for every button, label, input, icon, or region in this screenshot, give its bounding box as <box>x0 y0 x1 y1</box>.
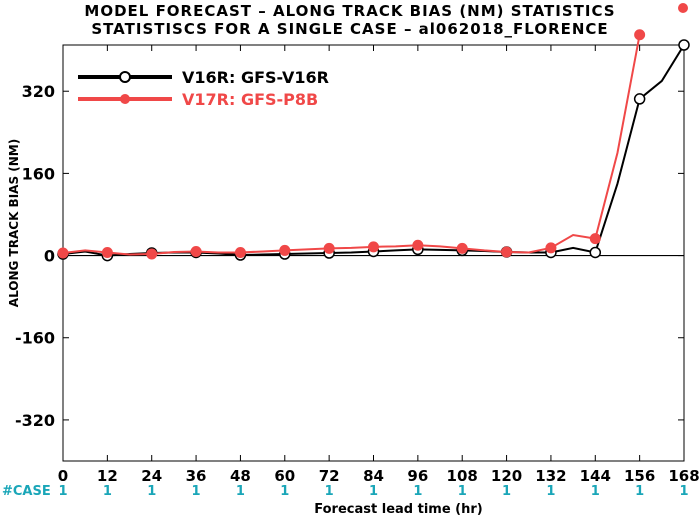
x-tick-label: 168 <box>668 467 699 485</box>
case-count: 1 <box>58 484 67 499</box>
case-count: 1 <box>635 484 644 499</box>
x-tick-label: 84 <box>363 467 384 485</box>
case-count: 1 <box>591 484 600 499</box>
case-count: 1 <box>502 484 511 499</box>
x-axis-label: Forecast lead time (hr) <box>314 502 482 517</box>
series-2-point <box>279 244 291 256</box>
case-count: 1 <box>458 484 467 499</box>
case-count: 1 <box>103 484 112 499</box>
case-count: 1 <box>325 484 334 499</box>
x-tick-label: 156 <box>624 467 655 485</box>
x-tick-label: 24 <box>141 467 162 485</box>
series-1-point <box>678 39 690 51</box>
series-1-point <box>633 93 646 105</box>
case-count: 1 <box>236 484 245 499</box>
chart-title-line2: STATISTISCS FOR A SINGLE CASE – al062018… <box>91 20 609 38</box>
x-tick-label: 96 <box>407 467 428 485</box>
series-2-point <box>634 29 646 41</box>
case-count: 1 <box>192 484 201 499</box>
y-tick-label: -160 <box>15 329 55 348</box>
y-tick-label: 0 <box>44 247 55 266</box>
y-tick-label: 320 <box>22 82 55 101</box>
y-tick-label: -320 <box>15 411 55 430</box>
case-count: 1 <box>280 484 289 499</box>
title-dot <box>678 3 688 13</box>
x-tick-label: 144 <box>580 467 611 485</box>
x-tick-label: 12 <box>97 467 118 485</box>
series-1-point <box>589 246 602 259</box>
y-tick-label: 160 <box>22 164 55 183</box>
x-tick-label: 36 <box>186 467 207 485</box>
series-2-point <box>190 245 202 257</box>
series-2-point <box>234 246 246 258</box>
series-2-point <box>57 247 69 259</box>
series-2-point <box>412 239 424 251</box>
x-tick-label: 60 <box>274 467 295 485</box>
series-2-point <box>101 246 113 258</box>
case-count: 1 <box>413 484 422 499</box>
case-count: 1 <box>147 484 156 499</box>
x-tick-label: 108 <box>447 467 478 485</box>
chart-title-line1: MODEL FORECAST – ALONG TRACK BIAS (NM) S… <box>84 2 616 20</box>
x-tick-label: 132 <box>535 467 566 485</box>
series-line-2 <box>63 34 641 256</box>
series-2-point <box>589 233 601 245</box>
legend-label-2: V17R: GFS-P8B <box>182 90 318 109</box>
legend-marker-2 <box>120 94 130 104</box>
y-axis-label: ALONG TRACK BIAS (NM) <box>7 139 21 307</box>
series-2-point <box>456 242 468 254</box>
legend-label-1: V16R: GFS-V16R <box>182 68 329 87</box>
x-tick-label: 120 <box>491 467 522 485</box>
case-count: 1 <box>679 484 688 499</box>
x-tick-label: 72 <box>319 467 340 485</box>
case-count: 1 <box>369 484 378 499</box>
series-2-point <box>323 242 335 254</box>
series-2-point <box>545 242 557 254</box>
legend-marker-1 <box>119 71 131 83</box>
x-tick-label: 48 <box>230 467 251 485</box>
case-count: 1 <box>546 484 555 499</box>
x-tick-label: 0 <box>58 467 68 485</box>
series-2-point <box>501 246 513 258</box>
series-2-point <box>368 241 379 253</box>
series-2-point <box>146 248 158 260</box>
case-label: #CASE <box>2 484 51 499</box>
